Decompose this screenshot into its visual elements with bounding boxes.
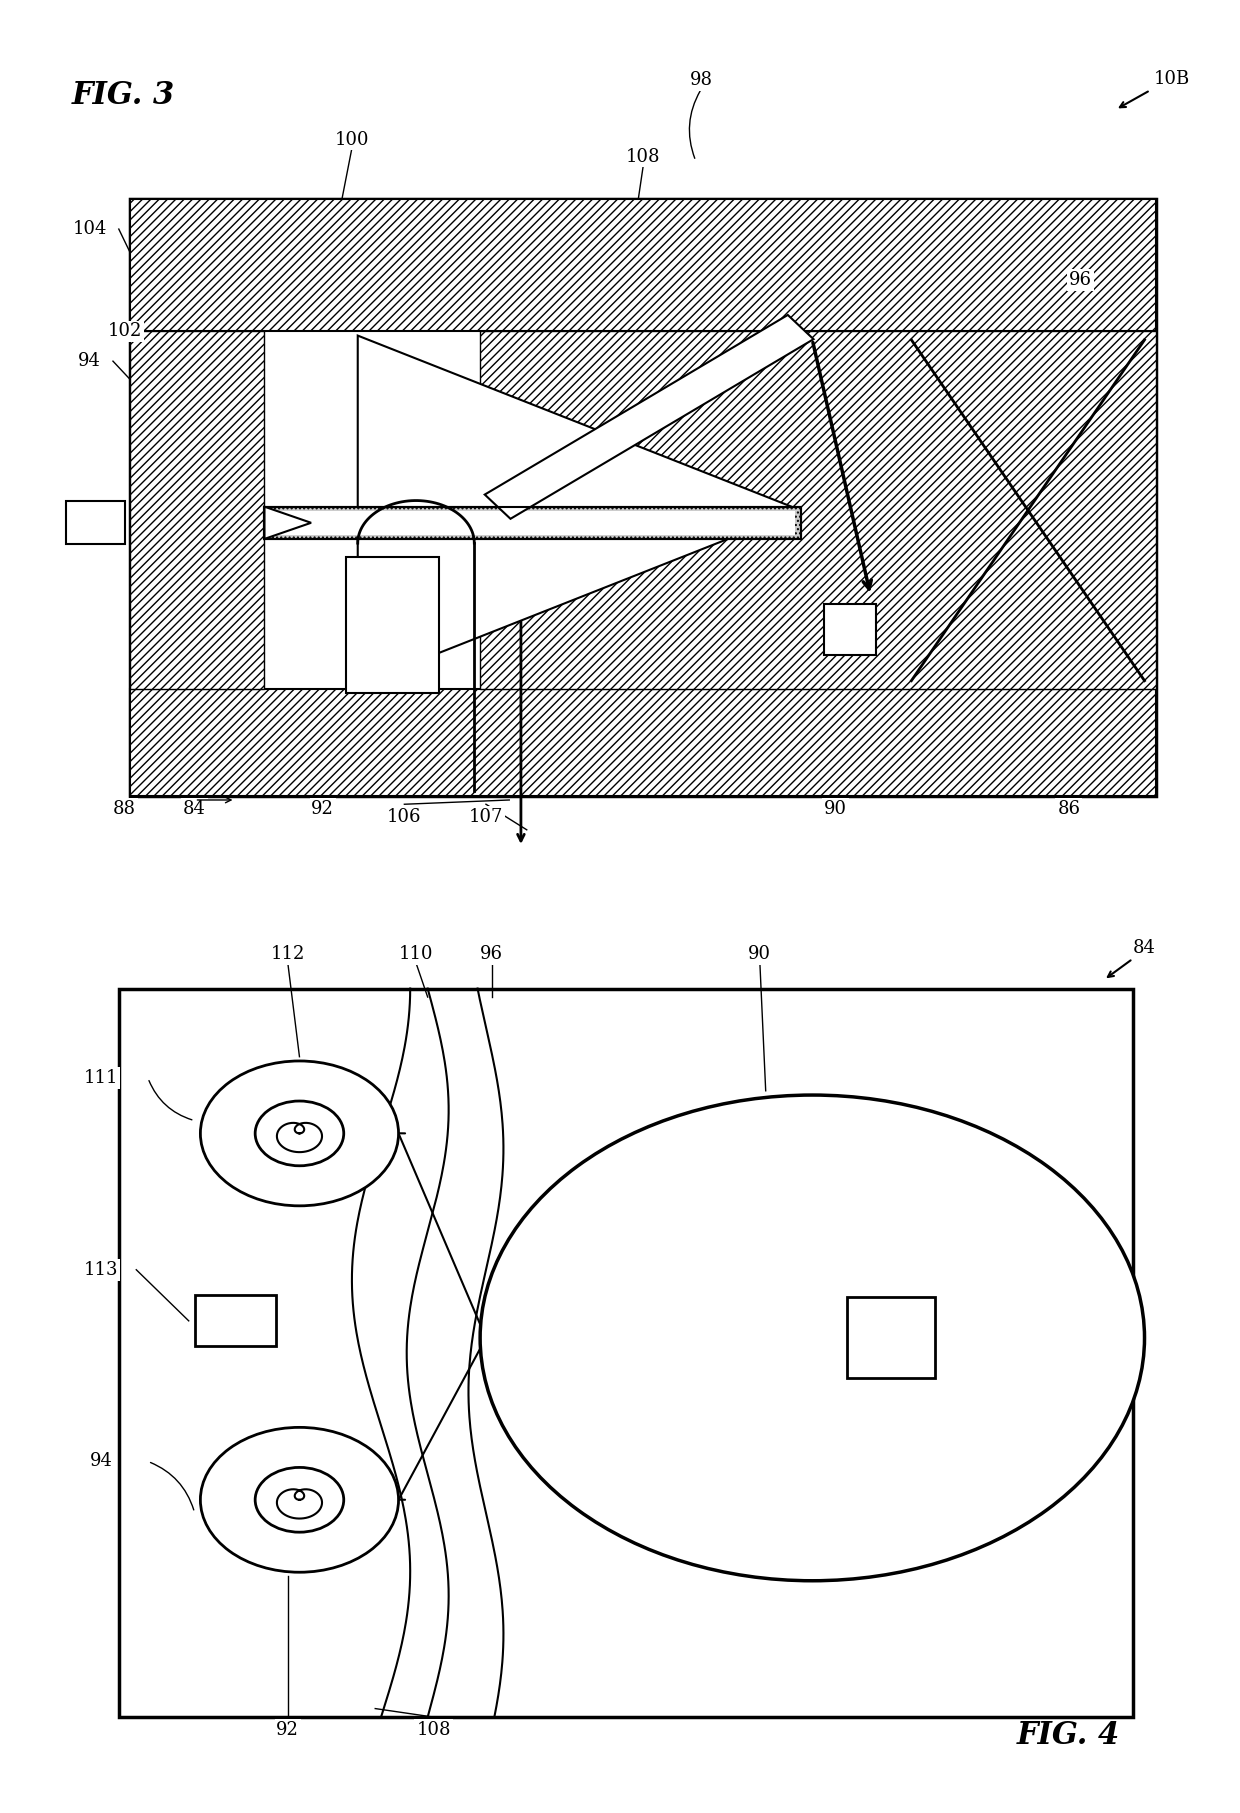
Text: 107: 107 (469, 809, 503, 827)
Bar (346, 557, 439, 693)
Text: 106: 106 (387, 809, 422, 827)
Bar (847, 1298, 935, 1378)
Polygon shape (264, 506, 311, 538)
Text: 96: 96 (480, 945, 503, 963)
Text: 90: 90 (749, 945, 771, 963)
Bar (264, 506, 801, 538)
Circle shape (255, 1100, 343, 1166)
Bar (67, 502, 124, 544)
Text: 111: 111 (84, 1070, 119, 1088)
Text: 110: 110 (399, 945, 433, 963)
Text: 88: 88 (113, 800, 136, 818)
Text: FIG. 3: FIG. 3 (72, 80, 175, 111)
Polygon shape (485, 315, 813, 519)
Text: 102: 102 (108, 323, 141, 341)
Text: 94: 94 (78, 352, 102, 370)
Text: 112: 112 (270, 945, 305, 963)
Bar (346, 557, 439, 693)
Bar (130, 199, 1156, 332)
Text: 10B: 10B (1154, 71, 1190, 89)
Circle shape (201, 1427, 398, 1572)
Bar (119, 988, 1133, 1717)
Text: 90: 90 (825, 800, 847, 818)
Text: 108: 108 (626, 147, 661, 165)
Bar (480, 332, 1156, 689)
Text: 94: 94 (89, 1452, 113, 1470)
Circle shape (255, 1467, 343, 1532)
Bar (823, 604, 877, 654)
Text: 98: 98 (691, 71, 713, 89)
Text: 100: 100 (335, 131, 370, 149)
Bar (270, 511, 795, 535)
Text: 92: 92 (311, 800, 335, 818)
Text: 108: 108 (417, 1721, 451, 1739)
Text: FIG. 4: FIG. 4 (1017, 1721, 1120, 1751)
Text: 104: 104 (72, 219, 107, 238)
Text: 86: 86 (1058, 800, 1080, 818)
Text: 92: 92 (277, 1721, 299, 1739)
Bar (130, 332, 264, 689)
Text: 84: 84 (1133, 939, 1156, 957)
Text: 84: 84 (184, 800, 206, 818)
Bar (195, 1294, 277, 1347)
Text: 96: 96 (1069, 272, 1092, 290)
Bar (264, 506, 801, 538)
Bar (130, 199, 1156, 796)
Circle shape (201, 1061, 398, 1206)
Circle shape (480, 1095, 1145, 1581)
Bar (130, 689, 1156, 796)
Text: 113: 113 (84, 1260, 119, 1278)
Polygon shape (358, 335, 801, 685)
